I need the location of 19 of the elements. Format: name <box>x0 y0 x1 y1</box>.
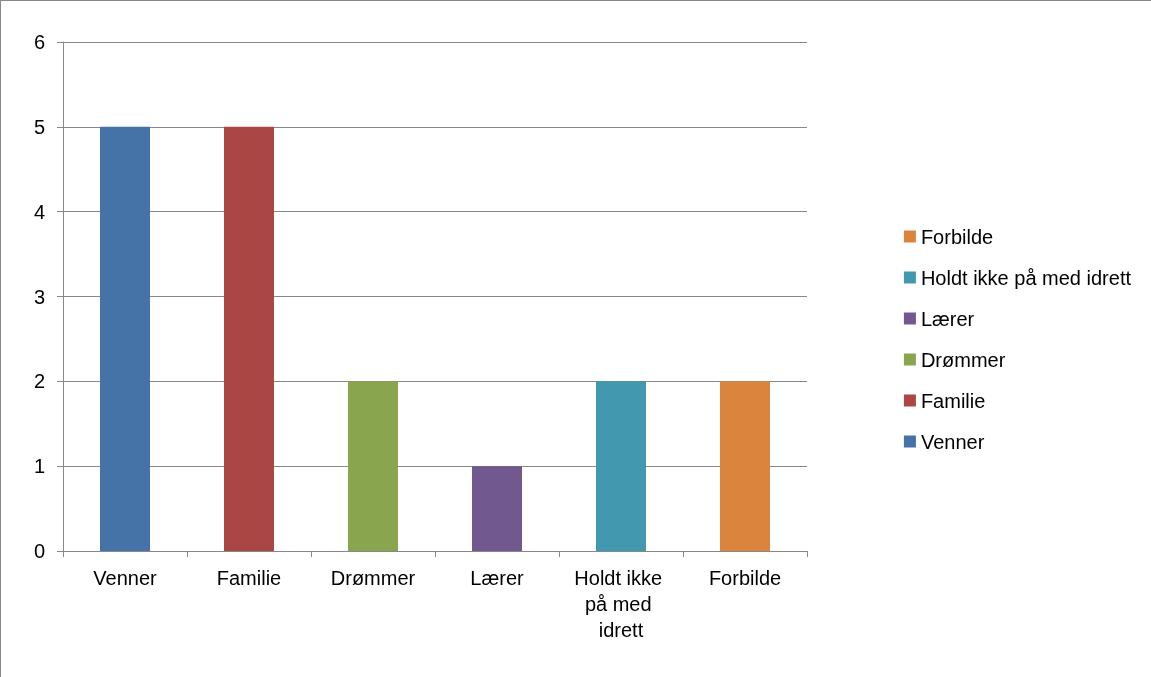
x-tick-label: Familie <box>216 567 282 589</box>
y-tick-label: 2 <box>33 370 45 393</box>
x-tick-label: Holdt ikke på med idrett <box>574 567 668 641</box>
y-tick-label: 3 <box>33 285 45 308</box>
legend-label: Familie <box>920 389 986 412</box>
x-tick-label: Venner <box>93 567 158 589</box>
y-tick-label: 4 <box>33 200 45 223</box>
legend-label: Drømmer <box>920 348 1006 371</box>
x-tick-label: Forbilde <box>708 567 782 589</box>
legend-label: Holdt ikke på med idrett <box>920 266 1132 289</box>
x-tick-label: Drømmer <box>330 567 416 589</box>
y-tick-label: 0 <box>33 540 45 562</box>
y-tick-label: 6 <box>33 31 45 53</box>
legend-label: Venner <box>920 430 985 453</box>
y-tick-label: 5 <box>33 115 45 138</box>
legend-label: Lærer <box>920 307 975 330</box>
x-tick-label: Lærer <box>470 567 525 589</box>
y-tick-label: 1 <box>33 455 45 478</box>
legend-label: Forbilde <box>920 225 994 248</box>
